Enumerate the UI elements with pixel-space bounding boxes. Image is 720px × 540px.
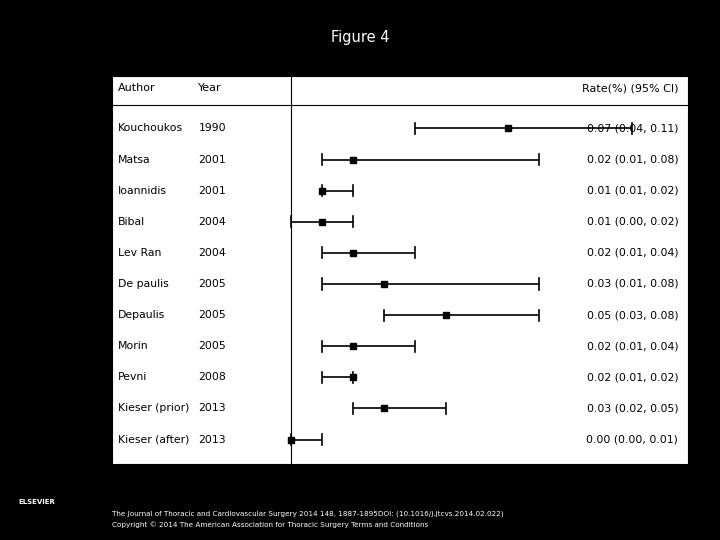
Text: 0.05 (0.03, 0.08): 0.05 (0.03, 0.08) bbox=[587, 310, 678, 320]
Text: Ioannidis: Ioannidis bbox=[118, 186, 167, 195]
Text: 0.03 (0.02, 0.05): 0.03 (0.02, 0.05) bbox=[587, 403, 678, 414]
Text: 2001: 2001 bbox=[198, 154, 226, 165]
Text: 2001: 2001 bbox=[198, 186, 226, 195]
Text: 2013: 2013 bbox=[198, 435, 226, 444]
Text: Bibal: Bibal bbox=[118, 217, 145, 227]
Text: 0.02 (0.01, 0.04): 0.02 (0.01, 0.04) bbox=[587, 248, 678, 258]
Text: 2005: 2005 bbox=[198, 310, 226, 320]
Text: 0.00 (0.00, 0.01): 0.00 (0.00, 0.01) bbox=[586, 435, 678, 444]
Text: Depaulis: Depaulis bbox=[118, 310, 165, 320]
Text: 0.03 (0.01, 0.08): 0.03 (0.01, 0.08) bbox=[587, 279, 678, 289]
Text: Matsa: Matsa bbox=[118, 154, 150, 165]
Text: Morin: Morin bbox=[118, 341, 148, 351]
Text: 0.02 (0.01, 0.08): 0.02 (0.01, 0.08) bbox=[587, 154, 678, 165]
Text: Rate(%) (95% CI): Rate(%) (95% CI) bbox=[582, 83, 678, 93]
Text: Figure 4: Figure 4 bbox=[330, 30, 390, 45]
Text: The Journal of Thoracic and Cardiovascular Surgery 2014 148, 1887-1895DOI: (10.1: The Journal of Thoracic and Cardiovascul… bbox=[112, 510, 503, 517]
Text: 2005: 2005 bbox=[198, 341, 226, 351]
Text: 2004: 2004 bbox=[198, 248, 226, 258]
Text: Pevni: Pevni bbox=[118, 372, 147, 382]
Text: 1990: 1990 bbox=[198, 124, 226, 133]
X-axis label: DSWI rates (%): DSWI rates (%) bbox=[349, 492, 450, 505]
Text: Kieser (prior): Kieser (prior) bbox=[118, 403, 189, 414]
Text: Year: Year bbox=[198, 83, 222, 93]
Text: 0.01 (0.01, 0.02): 0.01 (0.01, 0.02) bbox=[587, 186, 678, 195]
Text: 2004: 2004 bbox=[198, 217, 226, 227]
Text: De paulis: De paulis bbox=[118, 279, 168, 289]
Text: Kouchoukos: Kouchoukos bbox=[118, 124, 183, 133]
Text: 0.01 (0.00, 0.02): 0.01 (0.00, 0.02) bbox=[587, 217, 678, 227]
Text: 2008: 2008 bbox=[198, 372, 226, 382]
Text: 0.07 (0.04, 0.11): 0.07 (0.04, 0.11) bbox=[587, 124, 678, 133]
Text: Author: Author bbox=[118, 83, 156, 93]
Text: Copyright © 2014 The American Association for Thoracic Surgery Terms and Conditi: Copyright © 2014 The American Associatio… bbox=[112, 521, 428, 528]
Text: 0.02 (0.01, 0.04): 0.02 (0.01, 0.04) bbox=[587, 341, 678, 351]
Text: Kieser (after): Kieser (after) bbox=[118, 435, 189, 444]
Text: ELSEVIER: ELSEVIER bbox=[18, 500, 55, 505]
Text: 2013: 2013 bbox=[198, 403, 226, 414]
Text: Lev Ran: Lev Ran bbox=[118, 248, 161, 258]
Text: 2005: 2005 bbox=[198, 279, 226, 289]
Text: 0.02 (0.01, 0.02): 0.02 (0.01, 0.02) bbox=[587, 372, 678, 382]
